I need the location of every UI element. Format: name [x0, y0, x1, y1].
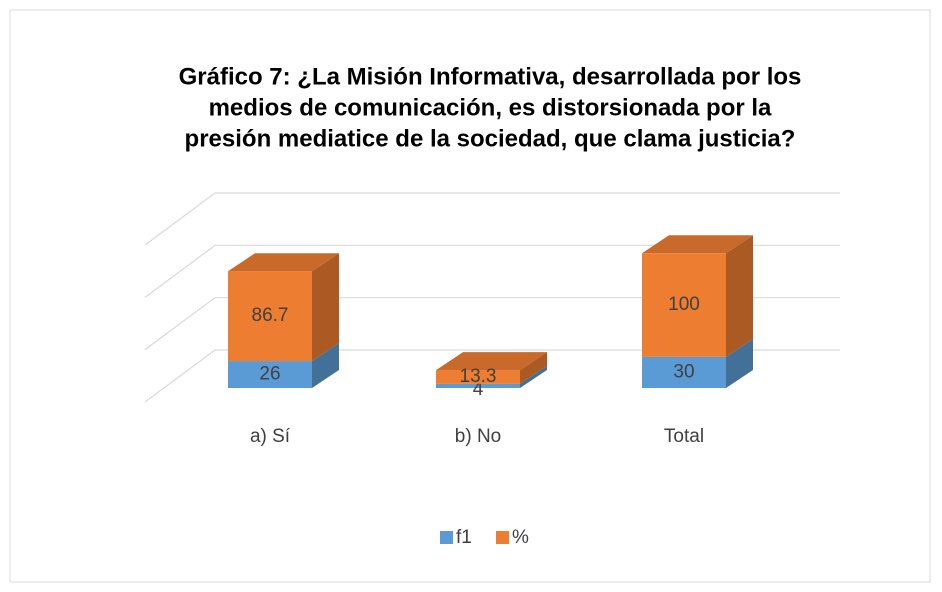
- bar: [228, 271, 312, 362]
- bar-side: [726, 338, 753, 388]
- chart-title: presión mediatice de la sociedad, que cl…: [185, 125, 796, 152]
- bar-side: [520, 352, 547, 384]
- bar-side: [312, 253, 339, 362]
- legend-swatch: [496, 531, 509, 544]
- grid-line: [144, 349, 840, 403]
- bar-top: [228, 253, 339, 272]
- grid-line: [144, 192, 840, 246]
- bar: [436, 370, 520, 384]
- data-label: 86.7: [252, 305, 289, 326]
- bar: [228, 361, 312, 388]
- chart-border: [9, 9, 931, 583]
- legend-label: %: [512, 527, 529, 548]
- bar-side: [520, 365, 547, 388]
- grid-line: [144, 244, 840, 298]
- legend-label: f1: [456, 527, 472, 548]
- bar-top: [436, 352, 547, 371]
- grid-line: [144, 297, 840, 351]
- data-label: 13.3: [460, 366, 497, 387]
- x-tick-label: Total: [664, 426, 704, 447]
- x-tick-label: a) Sí: [250, 426, 291, 447]
- bar: [642, 253, 726, 357]
- bar: [436, 383, 520, 388]
- bar-side: [726, 235, 753, 357]
- data-label: 4: [473, 379, 484, 400]
- data-label: 100: [668, 294, 700, 315]
- bar-side: [312, 343, 339, 388]
- bar-top: [642, 235, 753, 254]
- chart-title: medios de comunicación, es distorsionada…: [209, 94, 772, 121]
- data-label: 26: [259, 364, 280, 385]
- bar: [642, 356, 726, 388]
- legend-swatch: [440, 531, 453, 544]
- data-label: 30: [673, 361, 694, 382]
- chart-title: Gráfico 7: ¿La Misión Informativa, desar…: [179, 63, 802, 90]
- x-tick-label: b) No: [455, 426, 501, 447]
